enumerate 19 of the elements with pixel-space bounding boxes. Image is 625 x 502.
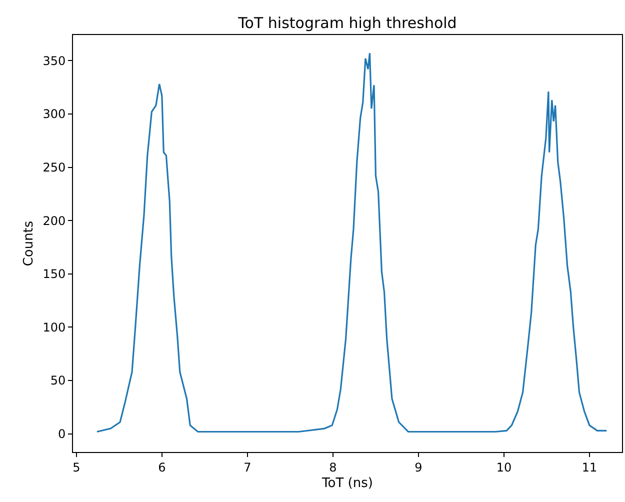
- x-tick-label: 7: [244, 460, 252, 474]
- x-axis-title: ToT (ns): [321, 476, 373, 491]
- y-tick-label: 150: [42, 267, 66, 282]
- x-tick-label: 9: [414, 460, 422, 474]
- y-tick-label: 100: [42, 320, 66, 334]
- y-axis-title: Counts: [22, 220, 37, 266]
- x-tick-label: 5: [72, 460, 80, 474]
- x-tick-label: 6: [158, 460, 166, 474]
- line-series: [96, 52, 608, 433]
- chart-title: ToT histogram high threshold: [237, 14, 457, 32]
- x-tick-label: 10: [496, 460, 512, 474]
- y-tick-label: 50: [50, 374, 66, 388]
- y-tick-label: 200: [42, 214, 66, 228]
- x-tick-label: 8: [329, 460, 337, 474]
- x-tick-label: 11: [582, 460, 598, 474]
- y-tick-label: 350: [42, 54, 66, 68]
- y-tick-label: 0: [58, 427, 66, 442]
- y-tick-label: 300: [42, 107, 66, 122]
- y-tick-label: 250: [42, 160, 66, 174]
